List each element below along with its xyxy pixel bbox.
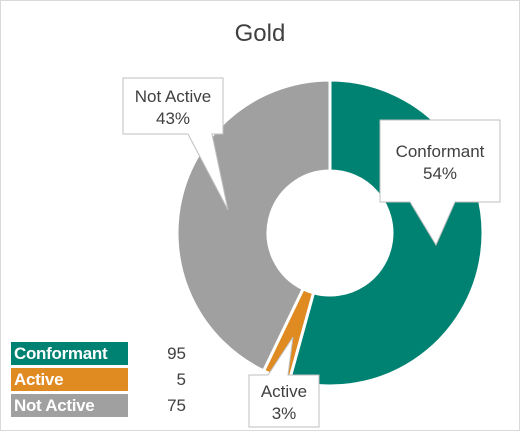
callout-percent: 54% bbox=[423, 164, 457, 183]
callout-label: Active bbox=[261, 382, 307, 401]
legend-value-conformant: 95 bbox=[167, 344, 186, 363]
legend-label-active: Active bbox=[11, 368, 128, 391]
callout-percent: 43% bbox=[156, 109, 190, 128]
callouts: Conformant 54% Active 3% Not Active 43% bbox=[122, 77, 501, 428]
legend-label-not-active: Not Active bbox=[11, 394, 128, 417]
legend-value-not-active: 75 bbox=[167, 396, 186, 415]
legend-label-conformant: Conformant bbox=[11, 342, 128, 365]
callout-percent: 3% bbox=[272, 404, 297, 423]
chart-title: Gold bbox=[234, 20, 286, 47]
callout-label: Conformant bbox=[396, 142, 485, 161]
legend-value-active: 5 bbox=[176, 370, 186, 389]
callout-conformant: Conformant 54% bbox=[379, 119, 501, 247]
callout-active: Active 3% bbox=[248, 336, 320, 428]
callout-not-active: Not Active 43% bbox=[122, 77, 229, 211]
callout-label: Not Active bbox=[135, 87, 212, 106]
